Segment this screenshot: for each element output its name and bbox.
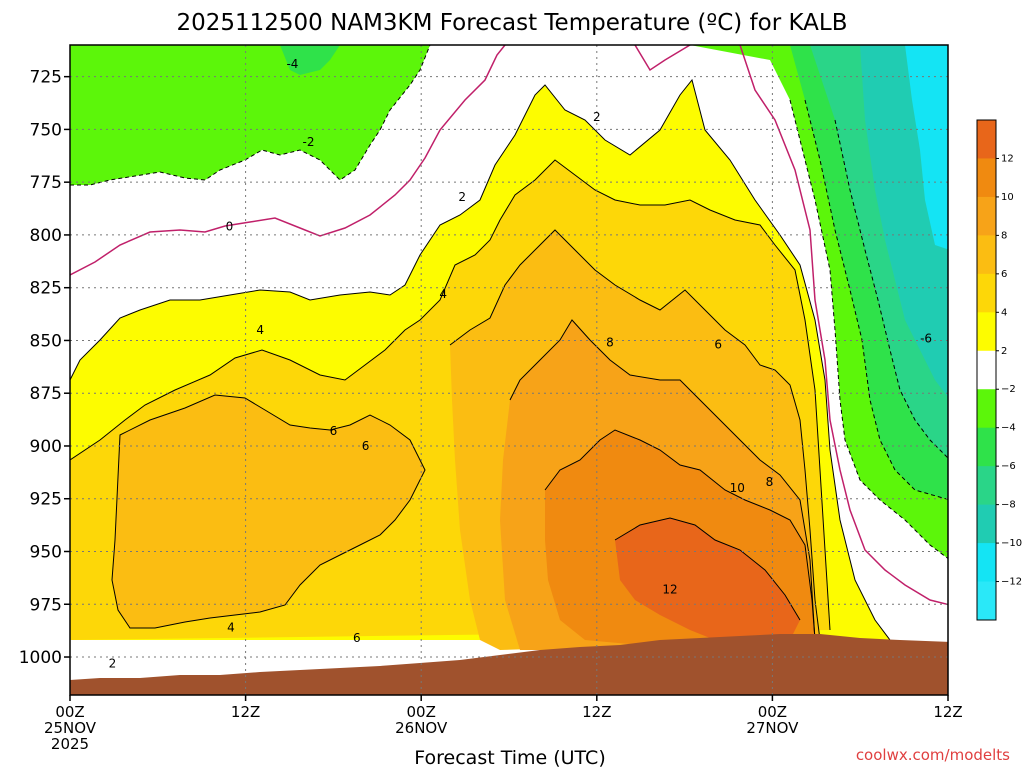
y-axis-ticks: 725 750 775 800 825 850 875 900 925 950 975 1000 <box>19 68 70 668</box>
colorbar-swatch <box>977 120 996 159</box>
contour-label: 2 <box>109 656 117 670</box>
x-tick-label: 2025 <box>51 735 89 753</box>
colorbar-swatch <box>977 504 996 544</box>
colorbar-swatch <box>977 196 996 236</box>
contour-label: 8 <box>766 475 774 489</box>
y-tick-label: 900 <box>30 437 62 457</box>
contour-label: 6 <box>353 631 361 645</box>
y-tick-label: 875 <box>30 384 62 404</box>
colorbar-label: 2 <box>1001 346 1007 357</box>
colorbar-swatch <box>977 466 996 506</box>
contour-label: 8 <box>606 336 614 350</box>
contour-labels: -4 -2 0 2 2 4 4 6 6 4 2 6 8 6 10 8 12 -6 <box>109 57 932 670</box>
colorbar-swatch <box>977 235 996 275</box>
x-tick-label: 12Z <box>582 703 611 721</box>
colorbar-label: 10 <box>1001 192 1014 203</box>
contour-label: 4 <box>439 287 447 301</box>
region-minus-four-to-minus-six-upper <box>280 45 340 75</box>
colorbar-label: 8 <box>1001 230 1007 241</box>
contour-label: -6 <box>920 331 932 345</box>
contour-label: -4 <box>286 57 298 71</box>
contour-label: -2 <box>303 135 315 149</box>
freezing-contour-lines <box>70 45 948 606</box>
colorbar-swatch <box>977 427 996 467</box>
x-tick-label: 00Z <box>407 703 436 721</box>
colorbar-label: −10 <box>1001 538 1022 549</box>
y-tick-label: 1000 <box>19 648 62 668</box>
colorbar-label: −4 <box>1001 423 1016 434</box>
y-tick-label: 825 <box>30 279 62 299</box>
colorbar-label: −8 <box>1001 500 1016 511</box>
y-tick-label: 850 <box>30 331 62 351</box>
grid-lines <box>70 45 948 695</box>
contour-label: 2 <box>593 110 601 124</box>
terrain <box>70 634 948 695</box>
credit-link[interactable]: coolwx.com/modelts <box>856 746 1010 764</box>
colorbar-swatch <box>977 389 996 429</box>
y-tick-label: 925 <box>30 490 62 510</box>
colorbar-label: −6 <box>1001 461 1016 472</box>
region-minus-ten-to-minus-twelve <box>905 45 948 250</box>
colorbar-swatch <box>977 158 996 198</box>
colorbar-swatch <box>977 581 996 621</box>
contour-lines <box>70 78 891 641</box>
contour-label: 4 <box>256 323 264 337</box>
contour-label: 4 <box>227 620 235 634</box>
colorbar: 12 10 8 6 4 2 −2 −4 −6 −8 −10 −12 <box>976 119 1022 621</box>
contour-label: 10 <box>730 481 745 495</box>
colorbar-swatch <box>977 273 996 313</box>
x-tick-label: 00Z <box>758 703 787 721</box>
contour-label: 0 <box>226 219 234 233</box>
contour-lines-dashed <box>70 45 948 560</box>
x-tick-label: 12Z <box>933 703 962 721</box>
colorbar-label: −12 <box>1001 577 1022 588</box>
contour-label: 6 <box>330 424 338 438</box>
contour-label: 2 <box>458 190 466 204</box>
y-tick-label: 775 <box>30 173 62 193</box>
plot-area: -4 -2 0 2 2 4 4 6 6 4 2 6 8 6 10 8 12 -6 <box>70 45 948 695</box>
y-tick-label: 975 <box>30 595 62 615</box>
y-tick-label: 800 <box>30 226 62 246</box>
colorbar-frame <box>976 119 997 621</box>
contour-label: 12 <box>662 582 677 596</box>
y-tick-label: 950 <box>30 542 62 562</box>
colorbar-label: 4 <box>1001 307 1007 318</box>
chart-title: 2025112500 NAM3KM Forecast Temperature (… <box>176 10 847 36</box>
contour-label: 6 <box>714 338 722 352</box>
x-tick-label: 12Z <box>231 703 260 721</box>
plot-frame <box>69 44 949 696</box>
x-axis-label: Forecast Time (UTC) <box>414 747 605 768</box>
contour-label: 6 <box>362 439 370 453</box>
x-tick-label: 27NOV <box>746 719 799 737</box>
colorbar-label: 6 <box>1001 269 1007 280</box>
region-twelve-plus <box>615 518 800 642</box>
y-tick-label: 750 <box>30 120 62 140</box>
colorbar-label: 12 <box>1001 153 1014 164</box>
colorbar-label: −2 <box>1001 384 1016 395</box>
y-tick-label: 725 <box>30 68 62 88</box>
colorbar-swatch <box>977 312 996 352</box>
colorbar-swatch <box>977 543 996 583</box>
colorbar-swatch <box>977 350 996 390</box>
x-tick-label: 25NOV <box>44 719 97 737</box>
x-tick-label: 26NOV <box>395 719 448 737</box>
x-tick-label: 00Z <box>55 703 84 721</box>
